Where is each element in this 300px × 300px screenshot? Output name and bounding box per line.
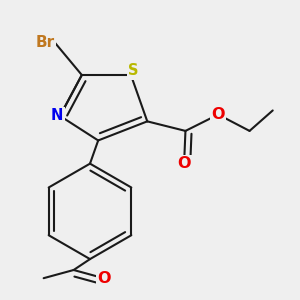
Text: S: S [128,63,139,78]
Text: N: N [51,108,64,123]
Text: O: O [97,271,110,286]
Text: O: O [177,156,191,171]
Text: O: O [212,107,225,122]
Text: Br: Br [35,35,55,50]
